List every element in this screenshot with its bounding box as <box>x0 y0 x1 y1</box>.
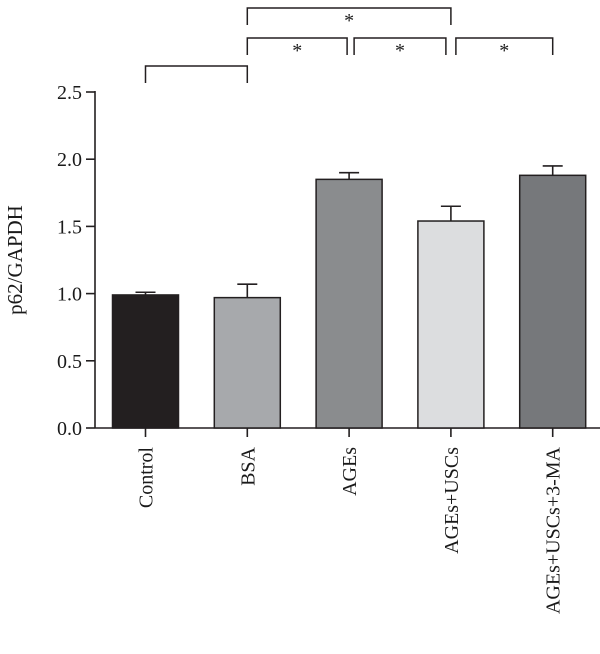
x-tick-label: AGEs <box>339 447 361 496</box>
significance-bracket <box>144 65 249 83</box>
significance-brackets: * * * * <box>144 7 554 83</box>
x-tick-label: Control <box>136 447 158 509</box>
y-tick-label: 1.5 <box>57 216 82 238</box>
y-tick-label: 1.0 <box>57 284 82 306</box>
significance-bracket <box>246 7 452 25</box>
significance-star: * <box>395 40 405 62</box>
bar <box>111 294 180 429</box>
bar <box>518 174 587 429</box>
y-axis: 0.0 0.5 1.0 1.5 2.0 2.5 <box>57 82 96 440</box>
bar <box>315 178 383 429</box>
x-axis: Control BSA AGEs AGEs+USCs AGEs+USCs+3-MA <box>95 427 600 614</box>
bar <box>213 296 282 429</box>
x-tick-label: AGEs+USCs+3-MA <box>543 446 565 614</box>
y-tick-label: 2.0 <box>57 149 82 171</box>
bar <box>417 220 485 429</box>
significance-star: * <box>344 10 354 32</box>
significance-bracket <box>246 37 348 55</box>
y-tick-label: 0.5 <box>57 351 82 373</box>
significance-star: * <box>292 40 302 62</box>
significance-bracket <box>353 37 447 55</box>
bars <box>111 165 587 429</box>
y-axis-label: p62/GAPDH <box>3 205 27 315</box>
significance-star: * <box>499 40 509 62</box>
y-tick-label: 0.0 <box>57 418 82 440</box>
significance-bracket <box>455 37 554 55</box>
x-tick-label: BSA <box>237 446 259 485</box>
x-tick-label: AGEs+USCs <box>441 447 463 554</box>
y-tick-label: 2.5 <box>57 82 82 104</box>
